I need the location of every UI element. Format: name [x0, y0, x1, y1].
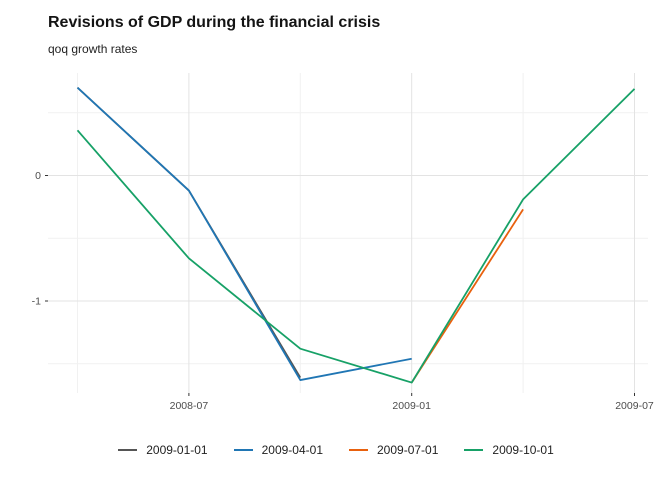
legend-swatch-icon	[349, 449, 368, 451]
legend-item-2009-07-01: 2009-07-01	[349, 443, 438, 457]
chart-title: Revisions of GDP during the financial cr…	[48, 14, 381, 31]
y-axis-label: -1	[32, 296, 41, 308]
legend-label: 2009-01-01	[146, 443, 208, 457]
legend-swatch-icon	[464, 449, 484, 451]
legend-label: 2009-04-01	[261, 443, 323, 457]
legend-item-2009-04-01: 2009-04-01	[233, 443, 323, 457]
series-line-2009-10-01	[76, 88, 636, 384]
y-axis-label: 0	[35, 170, 41, 182]
legend-swatch-icon	[118, 449, 138, 451]
legend-swatch-icon	[233, 449, 253, 451]
series-line-2009-04-01	[76, 86, 412, 381]
legend-label: 2009-10-01	[492, 443, 554, 457]
x-axis-label: 2009-07	[615, 400, 654, 412]
chart-legend: 2009-01-01 2009-04-01 2009-07-01 2009-10-01	[0, 443, 672, 457]
legend-item-2009-10-01: 2009-10-01	[464, 443, 554, 457]
legend-item-2009-01-01: 2009-01-01	[118, 443, 208, 457]
x-axis-label: 2009-01	[392, 400, 431, 412]
legend-label: 2009-07-01	[377, 443, 439, 457]
chart-subtitle: qoq growth rates	[48, 42, 138, 56]
x-axis-label: 2008-07	[170, 400, 209, 412]
